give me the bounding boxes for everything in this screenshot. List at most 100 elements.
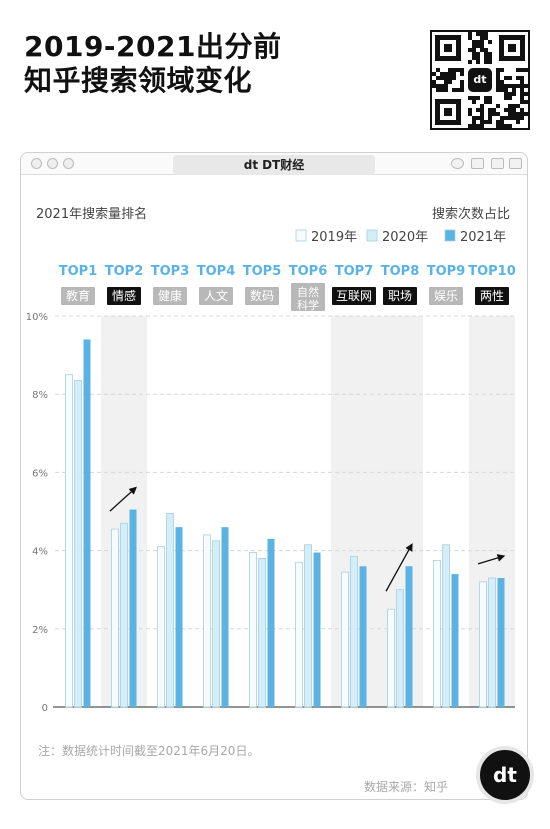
- bar-2019年: [157, 546, 165, 708]
- y-tick-label: 4%: [32, 547, 48, 558]
- window-square-icon[interactable]: [509, 158, 522, 169]
- qr-finder-pattern: [499, 35, 525, 61]
- bar-2020年: [212, 540, 220, 708]
- qr-center-logo: dt: [468, 68, 492, 92]
- bar-2019年: [111, 528, 119, 708]
- rank-label: TOP8: [381, 264, 420, 279]
- rank-label: TOP7: [335, 264, 374, 279]
- bar-2020年: [442, 544, 450, 708]
- legend-swatch: [366, 229, 378, 242]
- trend-arrow: [109, 486, 137, 512]
- rank-label: TOP9: [427, 264, 466, 279]
- chart-subtitle-left: 2021年搜索量排名: [36, 206, 147, 222]
- category-label: 人文: [204, 288, 228, 303]
- bar-2021年: [175, 527, 183, 707]
- category-label: 自然: [297, 285, 319, 299]
- bar-2019年: [479, 581, 487, 708]
- title-line-2: 知乎搜索领域变化: [24, 64, 253, 97]
- bar-2019年: [433, 559, 441, 708]
- rank-label: TOP10: [468, 264, 516, 279]
- bar-2021年: [313, 552, 321, 707]
- window-titlebar: dt DT财经: [21, 153, 527, 175]
- bar-2021年: [221, 527, 229, 707]
- category-label: 教育: [66, 288, 90, 303]
- window-square-icon[interactable]: [471, 158, 484, 169]
- rank-label: TOP5: [243, 264, 282, 279]
- y-tick-label: 6%: [32, 468, 48, 479]
- bar-2019年: [203, 534, 211, 708]
- trend-arrow: [477, 554, 506, 565]
- window-minimize-dot[interactable]: [47, 158, 58, 169]
- bar-2021年: [497, 577, 505, 707]
- tab-logo: dt: [243, 158, 259, 172]
- bar-2020年: [396, 589, 404, 708]
- window-square-icon[interactable]: [491, 158, 504, 169]
- bar-2021年: [359, 566, 367, 707]
- legend-swatch: [444, 229, 456, 242]
- title-line-1: 2019-2021出分前: [24, 30, 282, 63]
- bar-2020年: [120, 522, 128, 708]
- bar-2019年: [249, 552, 257, 708]
- legend-label: 2020年: [382, 230, 428, 245]
- bar-2020年: [74, 380, 82, 708]
- legend-label: 2021年: [460, 230, 506, 245]
- qr-finder-pattern: [435, 99, 461, 125]
- category-label: 健康: [158, 288, 182, 303]
- dt-logo-badge: dt: [476, 746, 534, 804]
- category-label: 科学: [297, 298, 319, 312]
- bar-2021年: [267, 538, 275, 707]
- tab-label: DT财经: [262, 158, 305, 172]
- category-label: 情感: [112, 288, 136, 303]
- category-tag: [199, 287, 233, 305]
- chart-subtitle-right: 搜索次数占比: [432, 206, 510, 222]
- category-label: 两性: [480, 289, 504, 303]
- trend-arrow: [385, 543, 413, 592]
- bar-2019年: [387, 608, 395, 708]
- qr-finder-pattern: [435, 35, 461, 61]
- category-label: 互联网: [336, 289, 372, 303]
- category-tag: [332, 287, 376, 305]
- category-label: 数码: [250, 288, 274, 303]
- window-zoom-dot[interactable]: [63, 158, 74, 169]
- category-tag: [153, 287, 187, 305]
- category-tag: [107, 287, 141, 305]
- qr-modules: [432, 32, 528, 128]
- bar-2020年: [258, 558, 266, 708]
- category-tag: [475, 287, 509, 305]
- category-tag: [429, 287, 463, 305]
- y-tick-label: 8%: [32, 390, 48, 401]
- y-tick-label: 0: [42, 703, 48, 714]
- legend-label: 2019年: [311, 230, 357, 245]
- bar-2019年: [341, 571, 349, 708]
- window-circle-icon[interactable]: [451, 158, 464, 169]
- category-tag: [291, 283, 325, 311]
- bar-2021年: [451, 574, 459, 707]
- rank-label: TOP2: [105, 264, 144, 279]
- page-title: 2019-2021出分前 知乎搜索领域变化: [24, 30, 281, 98]
- qr-code: dt: [430, 30, 530, 130]
- window-tab[interactable]: dt DT财经: [173, 155, 375, 175]
- bar-2021年: [129, 509, 137, 707]
- window-close-dot[interactable]: [31, 158, 42, 169]
- rank-label: TOP1: [59, 264, 98, 279]
- rank-label: TOP3: [151, 264, 190, 279]
- bar-2019年: [65, 374, 73, 708]
- rank-label: TOP6: [289, 264, 328, 279]
- footnote: 注：数据统计时间截至2021年6月20日。: [38, 744, 260, 758]
- y-tick-label: 10%: [26, 312, 48, 323]
- y-tick-label: 2%: [32, 625, 48, 636]
- legend-swatch: [295, 229, 307, 242]
- rank-label: TOP4: [197, 264, 236, 279]
- category-tag: [245, 287, 279, 305]
- category-tag: [383, 287, 417, 305]
- bar-2020年: [488, 577, 496, 708]
- category-label: 职场: [388, 289, 412, 303]
- bar-2020年: [304, 544, 312, 708]
- bar-2021年: [83, 339, 91, 707]
- category-label: 娱乐: [434, 289, 458, 303]
- bar-2021年: [405, 566, 413, 707]
- bar-2019年: [295, 561, 303, 708]
- bar-2020年: [350, 556, 358, 708]
- category-tag: [61, 287, 95, 305]
